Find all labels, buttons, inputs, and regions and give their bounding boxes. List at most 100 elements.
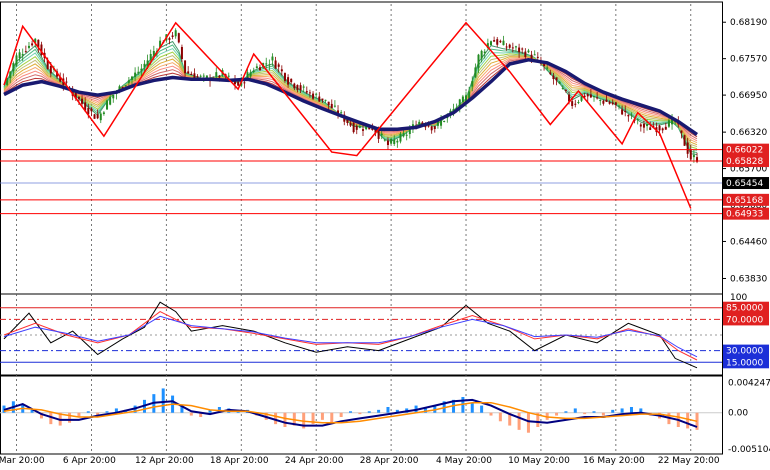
candle-body	[627, 114, 630, 117]
macd-histogram-bar	[86, 411, 90, 413]
macd-histogram-bar	[208, 409, 212, 413]
macd-histogram-bar	[573, 408, 577, 413]
candle-body	[511, 47, 514, 49]
y-tick-label: 0.66320	[730, 128, 767, 138]
candle-body	[143, 63, 146, 67]
candle-body	[639, 124, 642, 127]
macd-histogram-bar	[508, 412, 512, 426]
oscillator-panel[interactable]	[0, 301, 722, 369]
macd-histogram-bar	[105, 411, 109, 413]
candle-body	[642, 123, 645, 128]
level-badge-text: 0.64933	[726, 210, 763, 220]
candle-body	[630, 114, 633, 116]
candle-body	[346, 118, 349, 124]
candle-body	[6, 78, 9, 85]
x-tick-label: 18 Apr 20:00	[210, 456, 269, 466]
candle-body	[521, 48, 524, 50]
candle-body	[468, 91, 471, 100]
osc-level-badge	[723, 356, 769, 369]
candle-body	[315, 93, 318, 95]
macd-histogram-bar	[349, 411, 353, 413]
macd-y-tick: 0.0042474	[728, 378, 770, 388]
macd-histogram-bar	[526, 412, 530, 433]
candle-body	[137, 71, 140, 73]
candle-body	[667, 120, 670, 127]
candle-body	[611, 102, 614, 105]
macd-panel[interactable]	[0, 388, 722, 433]
candle-body	[524, 51, 527, 57]
candle-body	[433, 126, 436, 130]
candle-body	[127, 80, 130, 83]
candle-body	[671, 118, 674, 125]
macd-y-tick: -0.0051045	[728, 445, 770, 455]
candle-body	[596, 97, 599, 99]
candle-body	[443, 120, 446, 122]
x-tick-label: 16 May 20:00	[583, 456, 645, 466]
candle-body	[358, 126, 361, 128]
candle-body	[124, 85, 127, 87]
candle-body	[649, 127, 652, 130]
macd-histogram-bar	[96, 412, 100, 416]
candle-body	[683, 135, 686, 146]
candle-body	[614, 102, 617, 105]
candle-body	[308, 92, 311, 94]
candle-body	[564, 89, 567, 91]
macd-histogram-bar	[77, 412, 81, 417]
candle-body	[577, 102, 580, 104]
x-tick-label: 6 Apr 20:00	[63, 456, 116, 466]
candle-body	[268, 64, 271, 66]
candle-body	[465, 95, 468, 102]
candle-body	[149, 53, 152, 61]
candle-body	[340, 112, 343, 114]
macd-line	[3, 398, 698, 428]
candle-body	[280, 69, 283, 72]
price-panel[interactable]	[0, 21, 722, 215]
candle-body	[87, 108, 90, 115]
x-tick-label: 24 Apr 20:00	[285, 456, 344, 466]
candle-body	[184, 60, 187, 74]
macd-histogram-bar	[386, 407, 390, 413]
macd-histogram-bar	[583, 412, 587, 415]
candle-body	[461, 96, 464, 103]
candle-body	[140, 68, 143, 71]
candle-body	[15, 55, 18, 66]
candle-body	[118, 86, 121, 92]
macd-histogram-bar	[161, 388, 165, 413]
candle-body	[362, 129, 364, 131]
macd-histogram-bar	[695, 412, 699, 430]
macd-histogram-bar	[320, 412, 324, 420]
candle-body	[40, 44, 43, 55]
x-tick-label: 31 Mar 20:00	[0, 456, 45, 466]
candle-body	[458, 99, 461, 109]
candle-body	[93, 114, 96, 119]
macd-histogram-bar	[555, 412, 559, 416]
current-price-badge	[723, 177, 769, 190]
candle-body	[159, 40, 162, 48]
osc-level-badge	[723, 344, 769, 357]
macd-histogram-bar	[536, 412, 540, 427]
candle-body	[293, 83, 296, 89]
candle-body	[561, 87, 564, 89]
candle-body	[692, 155, 695, 158]
candle-body	[680, 130, 683, 133]
candle-body	[471, 81, 474, 87]
candle-body	[65, 81, 68, 83]
candle-body	[193, 73, 196, 79]
candle-body	[31, 43, 34, 46]
candle-body	[59, 76, 62, 82]
level-badge-text: 0.65168	[726, 196, 763, 206]
candle-body	[543, 64, 546, 66]
candle-body	[190, 73, 193, 76]
macd-histogram-bar	[49, 412, 53, 425]
ma-slow-line	[3, 58, 698, 136]
candle-body	[352, 122, 355, 133]
macd-histogram-bar	[592, 411, 596, 413]
candle-body	[130, 76, 133, 80]
candle-body	[168, 38, 171, 40]
candle-body	[502, 40, 505, 46]
y-tick-label: 0.65700	[730, 165, 767, 175]
candle-body	[574, 103, 577, 105]
macd-histogram-bar	[114, 408, 118, 413]
candle-body	[571, 101, 574, 106]
